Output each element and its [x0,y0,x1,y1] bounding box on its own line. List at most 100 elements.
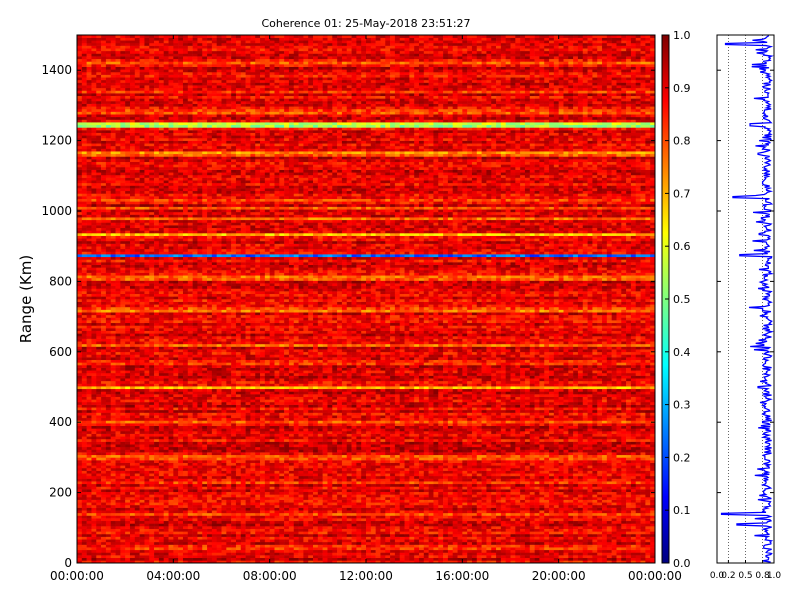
heatmap-cell [515,558,520,561]
heatmap-cell [318,494,323,497]
heatmap-cell [511,455,516,458]
heatmap-cell [96,521,101,524]
heatmap-cell [588,502,593,505]
heatmap-cell [390,518,395,521]
heatmap-cell [588,539,593,542]
heatmap-cell [621,521,626,524]
heatmap-cell [602,484,607,487]
heatmap-cell [231,555,236,558]
heatmap-cell [535,518,540,521]
heatmap-cell [279,505,284,508]
heatmap-cell [299,489,304,492]
heatmap-cell [520,550,525,553]
heatmap-cell [159,529,164,532]
heatmap-cell [284,526,289,529]
heatmap-cell [539,523,544,526]
heatmap-cell [583,476,588,479]
heatmap-cell [544,555,549,558]
heatmap-cell [303,486,308,489]
heatmap-cell [578,497,583,500]
heatmap-cell [154,476,159,479]
heatmap-cell [578,550,583,553]
heatmap-cell [549,534,554,537]
heatmap-cell [395,547,400,550]
heatmap-cell [91,523,96,526]
heatmap-cell [602,552,607,555]
heatmap-cell [352,465,357,468]
heatmap-cell [140,481,145,484]
heatmap-cell [96,513,101,516]
heatmap-cell [433,463,438,466]
heatmap-cell [327,545,332,548]
heatmap-cell [144,465,149,468]
heatmap-cell [217,497,222,500]
heatmap-cell [352,547,357,550]
heatmap-cell [222,471,227,474]
heatmap-cell [621,494,626,497]
heatmap-cell [385,539,390,542]
heatmap-cell [501,471,506,474]
heatmap-cell [535,555,540,558]
heatmap-cell [299,552,304,555]
heatmap-cell [612,481,617,484]
heatmap-cell [246,550,251,553]
heatmap-cell [453,515,458,518]
heatmap-cell [612,500,617,503]
heatmap-cell [87,513,92,516]
heatmap-cell [77,452,82,455]
heatmap-cell [515,484,520,487]
heatmap-cell [332,526,337,529]
heatmap-cell [520,460,525,463]
heatmap-cell [130,481,135,484]
heatmap-cell [226,545,231,548]
heatmap-cell [621,552,626,555]
heatmap-cell [539,486,544,489]
heatmap-cell [260,523,265,526]
heatmap-cell [111,547,116,550]
heatmap-cell [395,542,400,545]
heatmap-cell [342,539,347,542]
heatmap-cell [265,500,270,503]
heatmap-cell [356,523,361,526]
heatmap-cell [520,502,525,505]
heatmap-cell [592,558,597,561]
heatmap-cell [559,479,564,482]
heatmap-cell [270,476,275,479]
heatmap-cell [193,526,198,529]
heatmap-cell [173,494,178,497]
heatmap-cell [236,529,241,532]
heatmap-cell [621,481,626,484]
heatmap-cell [515,505,520,508]
heatmap-cell [241,529,246,532]
heatmap-cell [154,542,159,545]
heatmap-cell [217,539,222,542]
heatmap-cell [462,518,467,521]
heatmap-cell [429,486,434,489]
heatmap-cell [308,510,313,513]
heatmap-cell [144,558,149,561]
heatmap-cell [159,486,164,489]
heatmap-cell [164,539,169,542]
heatmap-cell [597,492,602,495]
heatmap-cell [467,489,472,492]
heatmap-cell [77,468,82,471]
heatmap-cell [188,502,193,505]
heatmap-cell [323,537,328,540]
heatmap-cell [308,460,313,463]
heatmap-cell [327,455,332,458]
heatmap-cell [135,486,140,489]
heatmap-cell [573,545,578,548]
heatmap-cell [592,465,597,468]
heatmap-cell [607,534,612,537]
heatmap-cell [429,476,434,479]
heatmap-cell [641,505,646,508]
heatmap-cell [409,476,414,479]
heatmap-cell [612,558,617,561]
heatmap-cell [385,521,390,524]
heatmap-cell [597,484,602,487]
heatmap-cell [207,502,212,505]
heatmap-cell [535,531,540,534]
heatmap-cell [409,537,414,540]
heatmap-cell [212,518,217,521]
heatmap-cell [419,515,424,518]
